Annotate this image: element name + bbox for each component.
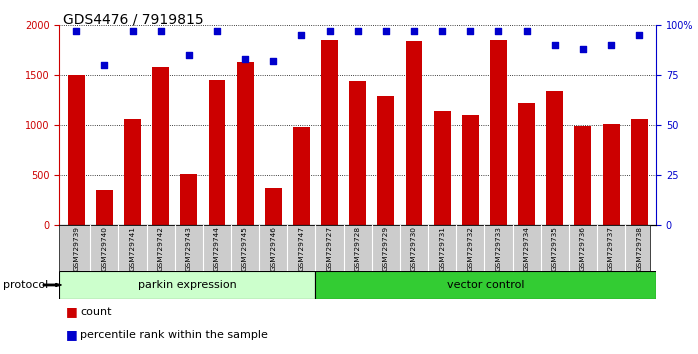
Bar: [96, 190, 113, 225]
Bar: [59, 271, 315, 299]
Point: [268, 58, 279, 64]
Bar: [574, 126, 591, 225]
Bar: [180, 174, 198, 225]
Point: [380, 28, 392, 34]
Text: GSM729730: GSM729730: [411, 226, 417, 271]
Text: GSM729728: GSM729728: [355, 226, 361, 271]
Point: [184, 52, 195, 58]
Text: GSM729741: GSM729741: [130, 226, 135, 271]
Bar: [293, 127, 310, 225]
Point: [70, 28, 82, 34]
Bar: [602, 124, 620, 225]
Point: [521, 28, 532, 34]
Bar: [490, 40, 507, 225]
Bar: [321, 40, 338, 225]
Bar: [315, 271, 656, 299]
Text: ■: ■: [66, 328, 78, 341]
Bar: [237, 62, 253, 225]
Point: [605, 42, 616, 48]
Text: GSM729735: GSM729735: [552, 226, 558, 271]
Text: GSM729734: GSM729734: [524, 226, 530, 271]
Bar: [68, 75, 84, 225]
Text: GSM729729: GSM729729: [383, 226, 389, 271]
Text: GSM729736: GSM729736: [580, 226, 586, 271]
Point: [352, 28, 363, 34]
Point: [577, 46, 588, 52]
Point: [155, 28, 166, 34]
Text: protocol: protocol: [3, 280, 49, 290]
Bar: [547, 91, 563, 225]
Bar: [378, 96, 394, 225]
Point: [99, 62, 110, 68]
Bar: [265, 188, 282, 225]
Point: [634, 32, 645, 38]
Text: ■: ■: [66, 305, 78, 318]
Text: GSM729744: GSM729744: [214, 226, 220, 271]
Text: GSM729731: GSM729731: [439, 226, 445, 271]
Text: GSM729745: GSM729745: [242, 226, 248, 271]
Point: [436, 28, 447, 34]
Point: [408, 28, 419, 34]
Point: [324, 28, 335, 34]
Text: GSM729738: GSM729738: [637, 226, 642, 271]
Text: count: count: [80, 307, 112, 316]
Bar: [209, 80, 225, 225]
Text: GSM729740: GSM729740: [101, 226, 107, 271]
Text: GSM729742: GSM729742: [158, 226, 163, 271]
Text: GSM729727: GSM729727: [327, 226, 332, 271]
Bar: [433, 111, 451, 225]
Text: GSM729747: GSM729747: [299, 226, 304, 271]
Text: parkin expression: parkin expression: [138, 280, 237, 290]
Text: GSM729739: GSM729739: [73, 226, 79, 271]
Text: GSM729732: GSM729732: [468, 226, 473, 271]
Point: [211, 28, 223, 34]
Point: [239, 56, 251, 62]
Text: vector control: vector control: [447, 280, 524, 290]
Bar: [124, 119, 141, 225]
Point: [549, 42, 560, 48]
Bar: [462, 115, 479, 225]
Point: [465, 28, 476, 34]
Bar: [631, 119, 648, 225]
Text: GSM729733: GSM729733: [496, 226, 501, 271]
Text: GDS4476 / 7919815: GDS4476 / 7919815: [63, 12, 203, 27]
Bar: [518, 103, 535, 225]
Text: GSM729743: GSM729743: [186, 226, 192, 271]
Text: percentile rank within the sample: percentile rank within the sample: [80, 330, 268, 339]
Bar: [406, 41, 422, 225]
Point: [127, 28, 138, 34]
Text: GSM729737: GSM729737: [608, 226, 614, 271]
Point: [296, 32, 307, 38]
Bar: [152, 67, 169, 225]
Bar: [349, 81, 366, 225]
Point: [493, 28, 504, 34]
Text: GSM729746: GSM729746: [270, 226, 276, 271]
